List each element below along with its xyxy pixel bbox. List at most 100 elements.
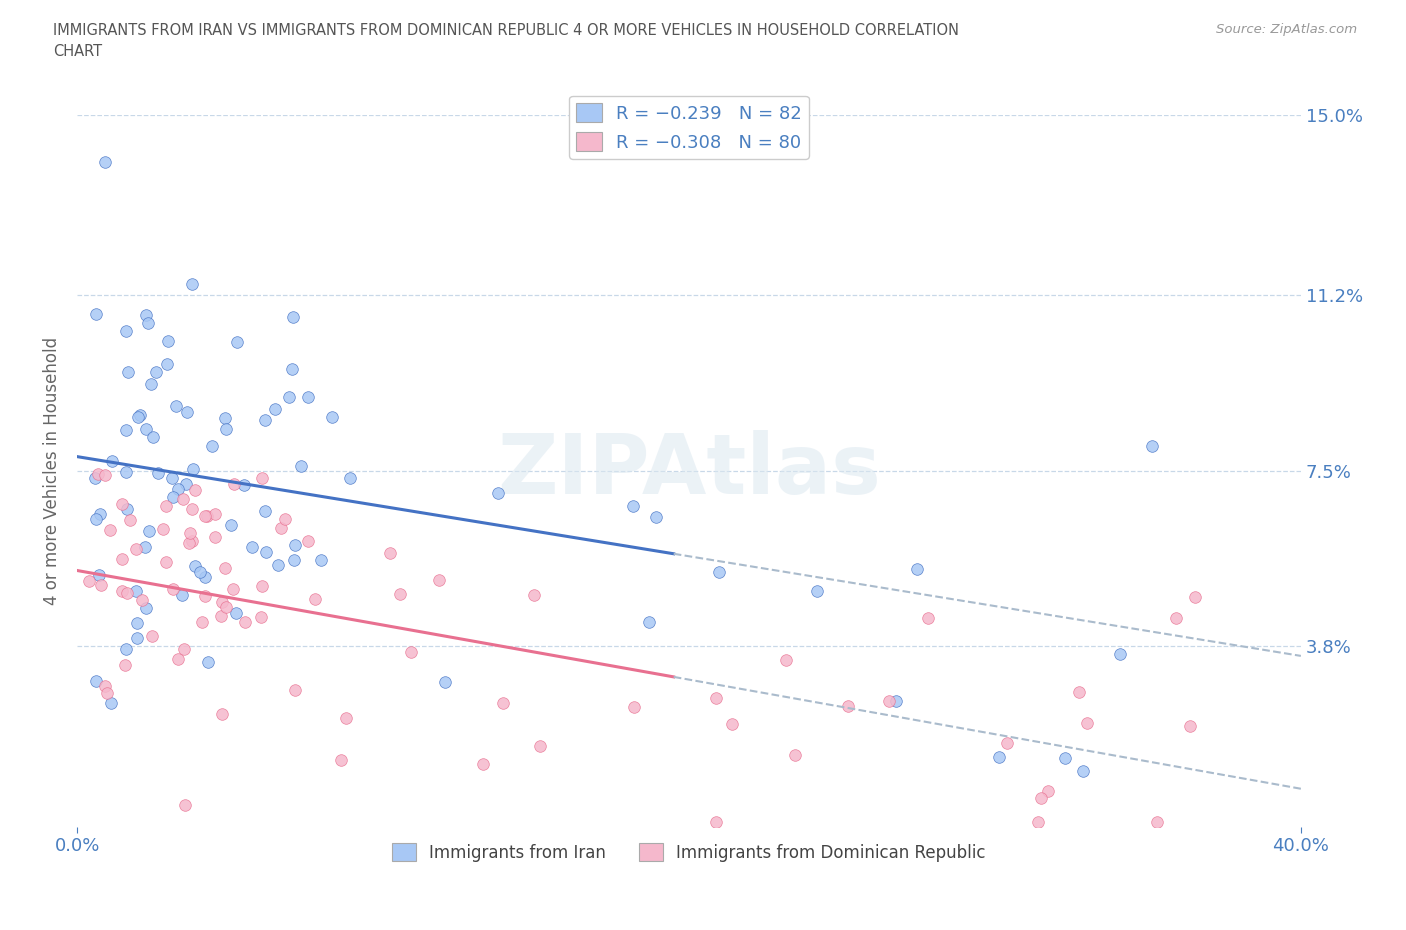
- Point: [100, 696, 122, 711]
- Point: [77, 574, 100, 589]
- Point: [523, 588, 546, 603]
- Point: [172, 587, 194, 602]
- Point: [136, 315, 159, 330]
- Point: [1142, 438, 1164, 453]
- Point: [1076, 715, 1098, 730]
- Point: [278, 390, 301, 405]
- Point: [117, 502, 139, 517]
- Point: [111, 584, 134, 599]
- Point: [86, 307, 108, 322]
- Point: [184, 483, 207, 498]
- Point: [156, 334, 179, 349]
- Point: [131, 593, 153, 608]
- Point: [775, 653, 797, 668]
- Point: [1184, 589, 1206, 604]
- Point: [115, 324, 138, 339]
- Point: [214, 410, 236, 425]
- Point: [249, 610, 271, 625]
- Point: [135, 421, 157, 436]
- Point: [167, 652, 190, 667]
- Point: [162, 490, 184, 505]
- Point: [339, 471, 361, 485]
- Point: [190, 615, 212, 630]
- Point: [330, 752, 353, 767]
- Point: [254, 503, 277, 518]
- Point: [135, 601, 157, 616]
- Point: [204, 529, 226, 544]
- Point: [176, 405, 198, 419]
- Point: [180, 501, 202, 516]
- Point: [321, 410, 343, 425]
- Point: [84, 512, 107, 526]
- Point: [254, 544, 277, 559]
- Point: [638, 614, 661, 629]
- Point: [621, 498, 644, 513]
- Point: [297, 534, 319, 549]
- Point: [160, 471, 183, 485]
- Point: [98, 523, 121, 538]
- Point: [704, 691, 727, 706]
- Point: [721, 716, 744, 731]
- Point: [155, 498, 177, 513]
- Point: [181, 276, 204, 291]
- Point: [165, 399, 187, 414]
- Point: [270, 521, 292, 536]
- Point: [156, 357, 179, 372]
- Point: [118, 512, 141, 527]
- Point: [111, 551, 134, 566]
- Point: [427, 572, 450, 587]
- Point: [115, 464, 138, 479]
- Point: [837, 698, 859, 713]
- Point: [125, 541, 148, 556]
- Point: [179, 525, 201, 540]
- Point: [290, 458, 312, 473]
- Point: [197, 655, 219, 670]
- Point: [1028, 815, 1050, 830]
- Point: [472, 756, 495, 771]
- Point: [783, 748, 806, 763]
- Text: Source: ZipAtlas.com: Source: ZipAtlas.com: [1216, 23, 1357, 36]
- Point: [1108, 646, 1130, 661]
- Point: [1146, 815, 1168, 830]
- Point: [152, 522, 174, 537]
- Point: [194, 589, 217, 604]
- Point: [214, 560, 236, 575]
- Point: [806, 584, 828, 599]
- Point: [304, 591, 326, 606]
- Point: [135, 308, 157, 323]
- Point: [172, 492, 194, 507]
- Point: [115, 585, 138, 600]
- Point: [155, 554, 177, 569]
- Point: [233, 478, 256, 493]
- Point: [388, 587, 411, 602]
- Point: [252, 578, 274, 593]
- Point: [215, 599, 238, 614]
- Point: [283, 552, 305, 567]
- Point: [706, 815, 728, 830]
- Y-axis label: 4 or more Vehicles in Household: 4 or more Vehicles in Household: [44, 337, 60, 604]
- Point: [204, 507, 226, 522]
- Point: [263, 402, 285, 417]
- Point: [129, 407, 152, 422]
- Point: [283, 309, 305, 324]
- Point: [84, 471, 107, 485]
- Point: [134, 539, 156, 554]
- Text: IMMIGRANTS FROM IRAN VS IMMIGRANTS FROM DOMINICAN REPUBLIC 4 OR MORE VEHICLES IN: IMMIGRANTS FROM IRAN VS IMMIGRANTS FROM …: [53, 23, 959, 60]
- Point: [877, 694, 900, 709]
- Point: [219, 518, 242, 533]
- Point: [225, 605, 247, 620]
- Point: [111, 496, 134, 511]
- Point: [905, 562, 928, 577]
- Point: [267, 557, 290, 572]
- Point: [645, 510, 668, 525]
- Point: [623, 699, 645, 714]
- Point: [127, 616, 149, 631]
- Point: [145, 365, 167, 379]
- Point: [995, 736, 1018, 751]
- Point: [988, 750, 1011, 764]
- Point: [125, 584, 148, 599]
- Point: [209, 608, 232, 623]
- Point: [176, 476, 198, 491]
- Point: [1178, 719, 1201, 734]
- Point: [167, 481, 190, 496]
